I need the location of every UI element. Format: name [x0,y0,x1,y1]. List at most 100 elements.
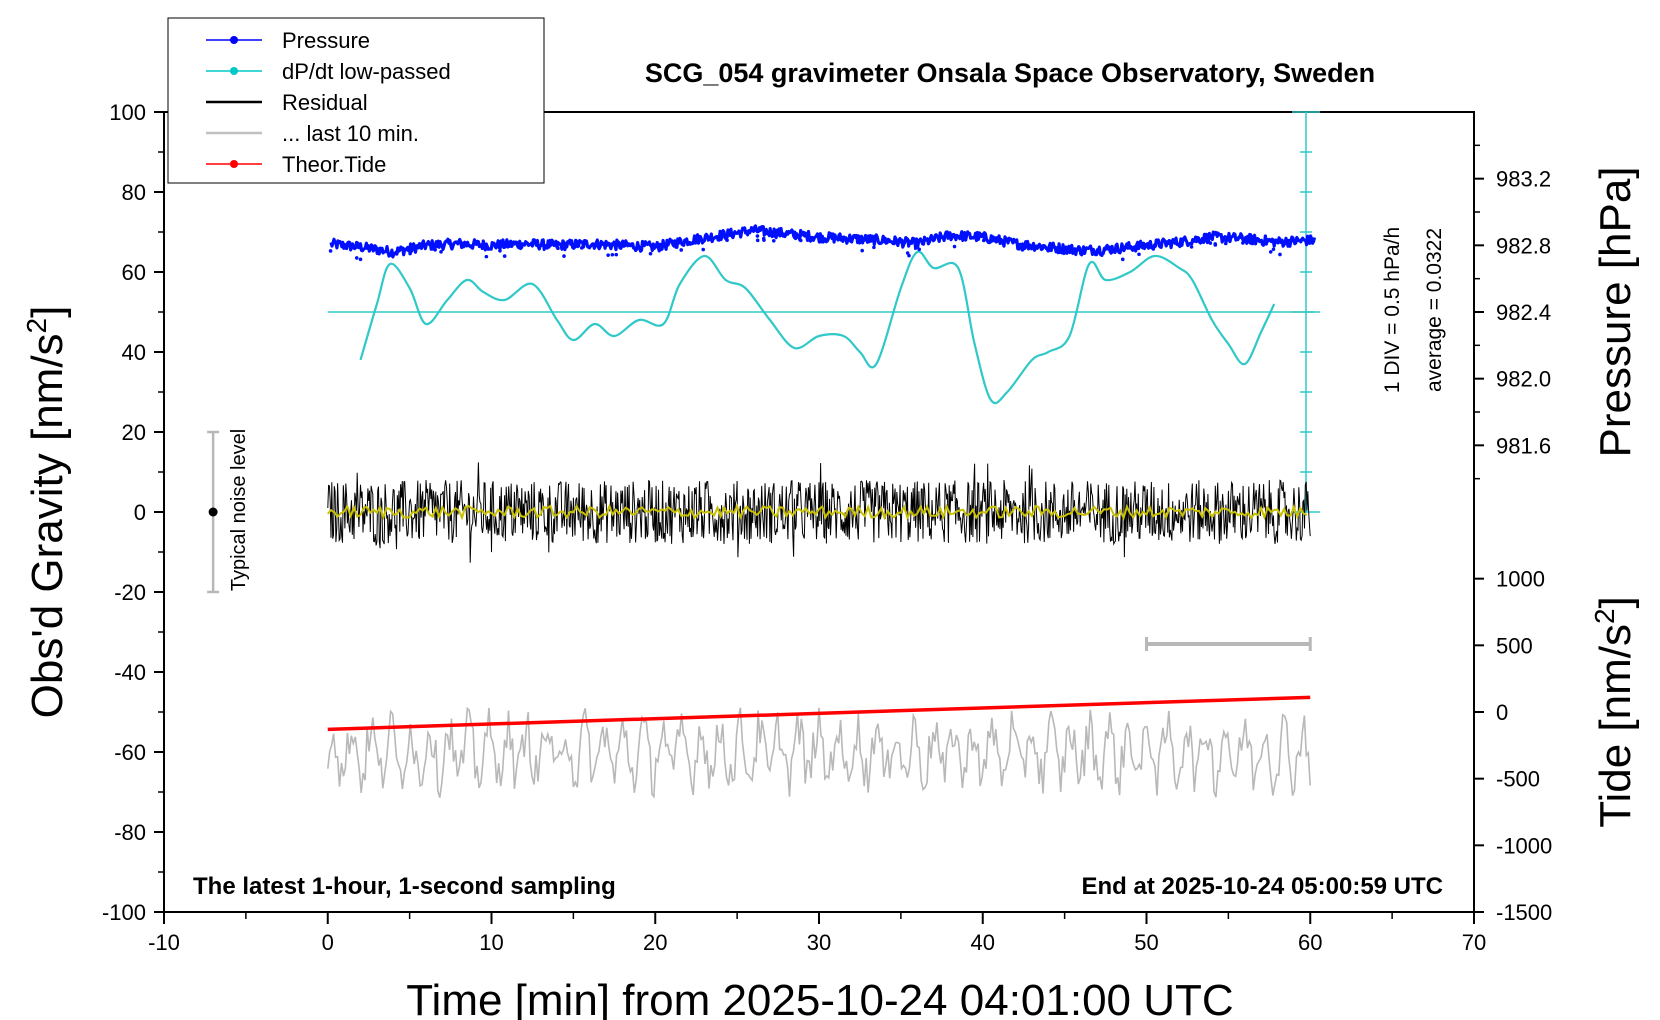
pressure-point [1191,238,1196,243]
pressure-point [995,239,1000,243]
pressure-point [688,242,693,246]
axis-ticks: -10 0 10 20 30 40 50 60 70100806040200-20-40-60-… [102,100,1552,955]
pressure-point [792,235,797,240]
pressure-point [408,251,412,256]
pressure-point [1278,252,1282,257]
legend-items: Pressure dP/dt low-passed Residual ... last… [206,28,451,177]
pressure-point [562,254,566,258]
pressure-axis-label: Pressure [hPa] [1591,166,1640,457]
legend-swatch-marker [230,36,238,44]
y-axis-label-left-main: Obs'd Gravity [nm/s [23,333,72,718]
tide-tick-label: -1000 [1496,833,1552,858]
pressure-point [982,236,987,241]
footer-sampling-note: The latest 1-hour, 1-second sampling [193,873,616,900]
pressure-point [548,243,553,247]
pressure-point [1249,241,1253,245]
pressure-tick-label: 981.6 [1496,433,1551,458]
x-tick-label: 40 [971,930,995,955]
pressure-point [328,249,333,253]
y-tick-label: -100 [102,900,146,925]
x-tick-label: 0 [322,930,334,955]
pressure-point [1213,243,1218,247]
tide-tick-label: 0 [1496,700,1508,725]
tide-tick-label: 1000 [1496,567,1545,592]
pressure-point [1208,241,1213,245]
y-axis-label-left: Obs'd Gravity [nm/s2] [21,306,72,719]
pressure-point [798,238,803,243]
residual-series-line [327,462,1311,563]
pressure-point [1271,247,1276,252]
pressure-tick-label: 982.0 [1496,367,1551,392]
pressure-series-line [329,224,1317,259]
footer-end-time: End at 2025-10-24 05:00:59 UTC [1082,873,1444,900]
pressure-point [725,238,729,243]
tide-tick-label: 500 [1496,633,1533,658]
pressure-point [869,238,873,243]
pressure-point [1223,241,1228,246]
pressure-point [439,250,443,254]
legend-label: Residual [282,90,368,115]
pressure-point [579,246,584,250]
pressure-point [1235,237,1240,242]
pressure-point [725,235,729,239]
y-tick-label: 20 [122,420,146,445]
x-tick-label: 30 [807,930,831,955]
pressure-tick-label: 982.4 [1496,300,1551,325]
legend-label: ... last 10 min. [282,121,419,146]
pressure-point [502,254,507,258]
tide-axis-label: Tide [nm/s2] [1589,596,1640,828]
legend-swatch-marker [230,67,238,75]
pressure-point [1241,241,1245,245]
tide-tick-label: -500 [1496,767,1540,792]
residual-smoothed-line [327,503,1308,521]
pressure-point [1020,248,1025,252]
pressure-point [354,256,359,260]
pressure-point [1268,250,1273,254]
chart-title: SCG_054 gravimeter Onsala Space Observat… [645,58,1375,88]
pressure-point [432,244,436,248]
pressure-point [755,234,760,238]
x-tick-label: 20 [643,930,667,955]
pressure-point [1120,257,1125,262]
pressure-point [907,253,911,258]
y-axis-label-left-sup: 2 [21,318,52,334]
last10-series-line [327,706,1311,799]
y-tick-label: -20 [114,580,146,605]
pressure-point [606,253,610,257]
x-tick-label: 70 [1462,930,1486,955]
pressure-point [701,247,706,252]
y-tick-label: 40 [122,340,146,365]
pressure-point [484,254,489,259]
pressure-tick-label: 982.8 [1496,233,1551,258]
pressure-point [952,244,957,249]
pressure-point [614,252,619,257]
pressure-point [1046,248,1050,253]
pressure-point [1100,253,1104,257]
pressure-point [556,246,560,251]
tide-axis-label-end: ] [1591,596,1640,608]
legend-label: Theor.Tide [282,152,386,177]
x-axis-label: Time [min] from 2025-10-24 04:01:00 UTC [406,976,1233,1020]
pressure-point [433,247,437,252]
y-axis-label-left-end: ] [23,306,72,318]
pressure-point [771,239,776,243]
y-tick-label: 0 [134,500,146,525]
dpdt-average-label: average = 0.0322 [1423,228,1446,392]
legend: Pressure dP/dt low-passed Residual ... last… [167,17,545,184]
pressure-point [679,248,684,252]
x-tick-label: -10 [148,930,180,955]
y-tick-label: -80 [114,820,146,845]
pressure-point [860,248,864,253]
pressure-point [917,247,921,252]
legend-label: dP/dt low-passed [282,59,451,84]
pressure-point [610,252,615,257]
pressure-point [1189,245,1194,249]
y-tick-label: 80 [122,180,146,205]
tide-tick-label: -1500 [1496,900,1552,925]
pressure-point [498,249,502,253]
dpdt-scale-label: 1 DIV = 0.5 hPa/h [1381,227,1404,393]
dpdt-series-line [359,250,1276,405]
tide-axis-label-sup: 2 [1589,608,1620,624]
pressure-point [872,245,876,250]
